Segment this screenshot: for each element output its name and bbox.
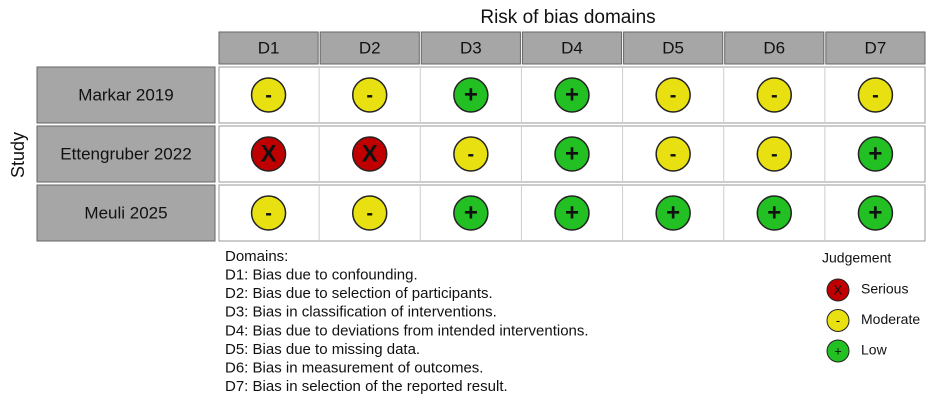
legend-swatch (826, 278, 850, 302)
judgement-symbol: X (362, 140, 378, 167)
study-cell (36, 125, 216, 183)
judgement-circle (554, 77, 590, 113)
judgement-circle (351, 136, 388, 172)
judgement-symbol: - (265, 84, 272, 106)
judgement-circle (756, 136, 793, 172)
judgement-symbol: - (670, 84, 677, 106)
judgement-symbol: + (464, 199, 478, 226)
y-axis-label: Study (8, 132, 28, 178)
judgement-circle (655, 195, 691, 231)
domains-heading: Domains: (225, 248, 288, 265)
study-cell (36, 184, 216, 242)
legend-label: Low (861, 342, 888, 358)
judgement-symbol: + (767, 199, 781, 226)
study-label: Ettengruber 2022 (60, 144, 191, 163)
column-header (521, 31, 623, 65)
study-label: Meuli 2025 (84, 203, 167, 222)
judgement-symbol: + (666, 199, 680, 226)
judgement-symbol: - (771, 84, 778, 106)
legend-symbol: - (836, 313, 840, 328)
column-header (218, 31, 319, 65)
title: Risk of bias domains (480, 7, 655, 28)
legend-swatch (826, 309, 850, 332)
judgement-circle (857, 77, 894, 113)
legend-label: Serious (861, 281, 908, 297)
judgement-circle (857, 195, 894, 231)
judgement-symbol: - (265, 202, 272, 224)
column-label: D3 (460, 38, 482, 57)
judgement-circle (250, 77, 287, 113)
judgement-circle (554, 136, 590, 172)
column-label: D1 (258, 38, 280, 57)
legend-label: Moderate (861, 311, 920, 327)
column-label: D7 (865, 38, 887, 57)
column-header (319, 31, 420, 65)
column-header (420, 31, 521, 65)
judgement-symbol: + (868, 140, 882, 167)
domain-description: D7: Bias in selection of the reported re… (225, 378, 508, 395)
judgement-circle (756, 77, 793, 113)
column-header (724, 31, 825, 65)
judgement-symbol: + (868, 199, 882, 226)
legend-title: Judgement (822, 250, 891, 266)
domain-description: D4: Bias due to deviations from intended… (225, 322, 589, 339)
judgement-symbol: + (565, 199, 579, 226)
judgement-symbol: + (565, 140, 579, 167)
judgement-symbol: + (565, 81, 579, 108)
judgement-symbol: - (366, 84, 373, 106)
judgement-circle (655, 136, 691, 172)
judgement-symbol: X (261, 140, 277, 167)
judgement-circle (453, 195, 489, 231)
judgement-circle (453, 136, 489, 172)
judgement-symbol: - (771, 143, 778, 165)
judgement-symbol: - (872, 84, 879, 106)
legend-swatch (826, 339, 850, 363)
judgement-circle (857, 136, 894, 172)
column-label: D2 (359, 38, 381, 57)
judgement-circle (554, 195, 590, 231)
legend-symbol: X (834, 282, 843, 297)
column-header (825, 31, 926, 65)
domain-description: D1: Bias due to confounding. (225, 266, 418, 283)
judgement-circle (351, 77, 388, 113)
judgement-circle (756, 195, 793, 231)
judgement-symbol: - (366, 202, 373, 224)
legend-symbol: + (834, 343, 842, 358)
judgement-circle (250, 136, 287, 172)
domain-description: D3: Bias in classification of interventi… (225, 304, 497, 321)
column-label: D6 (763, 38, 785, 57)
domain-description: D5: Bias due to missing data. (225, 341, 420, 358)
judgement-circle (655, 77, 691, 113)
judgement-circle (453, 77, 489, 113)
judgement-symbol: - (468, 143, 475, 165)
column-label: D4 (561, 38, 583, 57)
column-header (623, 31, 724, 65)
study-cell (36, 66, 216, 124)
domain-description: D2: Bias due to selection of participant… (225, 285, 493, 302)
judgement-circle (351, 195, 388, 231)
column-label: D5 (662, 38, 684, 57)
domain-description: D6: Bias in measurement of outcomes. (225, 359, 483, 376)
judgement-symbol: - (670, 143, 677, 165)
study-label: Markar 2019 (78, 85, 173, 104)
judgement-circle (250, 195, 287, 231)
judgement-symbol: + (464, 81, 478, 108)
